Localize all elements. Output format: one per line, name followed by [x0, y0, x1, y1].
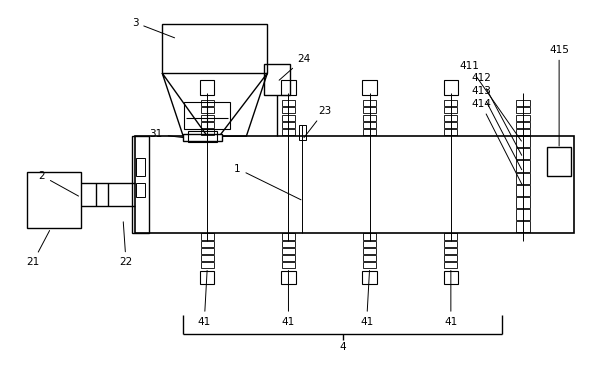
Bar — [183, 134, 222, 141]
Bar — [162, 25, 268, 73]
Bar — [517, 221, 530, 232]
Text: 41: 41 — [360, 270, 373, 327]
Bar — [362, 271, 377, 284]
Bar — [363, 248, 376, 254]
Bar — [363, 262, 376, 268]
Bar — [200, 271, 214, 284]
Bar — [282, 262, 295, 268]
Text: 415: 415 — [549, 45, 569, 146]
Bar — [363, 129, 376, 135]
Bar — [444, 80, 458, 95]
Bar — [137, 183, 144, 197]
Text: 3: 3 — [132, 18, 175, 38]
Bar — [281, 271, 296, 284]
Bar — [517, 115, 530, 121]
Text: 4: 4 — [339, 342, 346, 352]
Bar — [444, 234, 458, 240]
Text: 412: 412 — [471, 74, 522, 155]
Bar — [517, 136, 530, 147]
Text: 41: 41 — [282, 270, 295, 327]
Bar — [282, 115, 295, 121]
Bar — [517, 209, 530, 220]
Bar — [201, 241, 214, 247]
Text: 411: 411 — [459, 61, 521, 141]
Bar — [362, 80, 377, 95]
Bar — [444, 100, 458, 106]
Text: 31: 31 — [149, 129, 183, 139]
Text: 23: 23 — [304, 106, 331, 138]
Bar — [444, 271, 458, 284]
Text: 24: 24 — [279, 54, 310, 80]
Bar — [517, 173, 530, 184]
Bar — [547, 147, 571, 176]
Bar — [185, 102, 230, 129]
Bar — [282, 122, 295, 128]
Bar — [201, 129, 214, 135]
Bar — [363, 122, 376, 128]
Bar — [201, 115, 214, 121]
Text: 22: 22 — [120, 222, 133, 267]
Bar — [363, 241, 376, 247]
Bar — [201, 248, 214, 254]
Bar — [444, 115, 458, 121]
Bar — [200, 80, 214, 95]
Bar — [132, 136, 149, 234]
Text: 1: 1 — [234, 164, 301, 200]
Bar — [517, 197, 530, 208]
Bar — [444, 122, 458, 128]
Bar — [363, 255, 376, 261]
Bar — [188, 131, 217, 142]
Bar — [265, 64, 290, 95]
Text: 21: 21 — [26, 231, 50, 267]
Text: 41: 41 — [444, 270, 458, 327]
Bar — [444, 241, 458, 247]
Bar — [282, 100, 295, 106]
Bar — [137, 158, 144, 176]
Text: 414: 414 — [471, 99, 522, 184]
Bar — [517, 122, 530, 128]
Text: 2: 2 — [39, 171, 78, 196]
Bar — [201, 100, 214, 106]
Bar — [517, 185, 530, 196]
Bar — [444, 248, 458, 254]
Bar — [281, 80, 296, 95]
Bar — [444, 107, 458, 113]
Bar — [201, 107, 214, 113]
Bar — [201, 122, 214, 128]
Text: 41: 41 — [198, 270, 211, 327]
Bar — [299, 125, 306, 140]
Bar — [282, 129, 295, 135]
Bar — [517, 148, 530, 159]
Bar — [201, 255, 214, 261]
Bar — [282, 107, 295, 113]
Bar — [363, 100, 376, 106]
Bar — [282, 255, 295, 261]
Bar — [282, 241, 295, 247]
Bar — [363, 234, 376, 240]
Text: 413: 413 — [471, 86, 522, 170]
Bar — [282, 248, 295, 254]
Bar — [444, 129, 458, 135]
Bar — [363, 107, 376, 113]
Bar — [135, 136, 574, 234]
Bar — [282, 234, 295, 240]
Bar — [517, 160, 530, 172]
Bar — [444, 255, 458, 261]
Bar — [517, 100, 530, 106]
Bar — [444, 262, 458, 268]
Bar — [27, 172, 81, 228]
Bar — [201, 234, 214, 240]
Bar — [517, 107, 530, 113]
Bar — [363, 115, 376, 121]
Bar — [201, 262, 214, 268]
Bar — [517, 129, 530, 135]
